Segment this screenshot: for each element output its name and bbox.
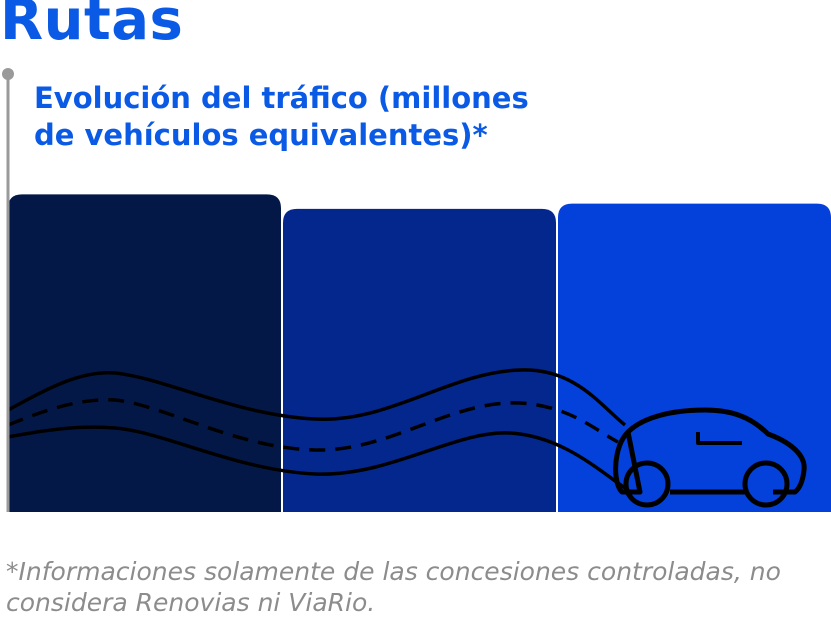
car-icon [613,407,807,508]
traffic-bar-chart [2,68,831,512]
road-icon [7,368,627,490]
page-title: Rutas [0,0,184,53]
axis-dot [2,68,14,80]
car-body [613,407,807,495]
chart-title: Evolución del tráfico (millones de vehíc… [34,81,529,152]
bar-3 [558,203,831,512]
y-axis [2,68,14,512]
bars-layer [8,194,831,512]
road-bottom-edge [7,425,627,490]
road-center-line [7,398,619,452]
bar-2 [283,208,556,512]
car-window [696,432,742,445]
car-front-wheel [623,460,671,508]
road-top-edge [7,368,627,427]
car-rear-wheel [742,460,790,508]
footnote: *Informaciones solamente de las concesio… [6,557,781,617]
bar-1 [8,194,281,512]
